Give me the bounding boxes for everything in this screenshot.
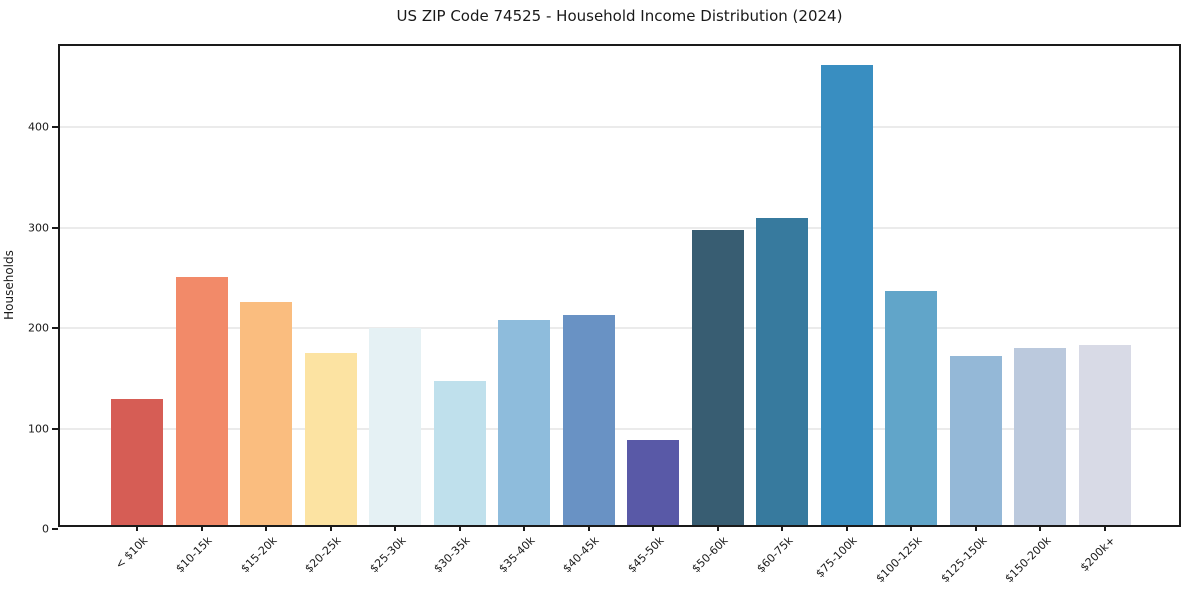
y-tick-label: 100 <box>28 422 49 436</box>
x-tick-mark <box>136 525 138 531</box>
bar <box>885 291 938 525</box>
y-tick-mark <box>52 226 58 229</box>
x-tick-label: $40-45k <box>560 534 602 576</box>
x-tick-mark <box>652 525 655 531</box>
bar <box>304 353 357 525</box>
x-tick-mark <box>523 525 526 531</box>
bar <box>691 229 744 525</box>
bar <box>175 276 228 525</box>
x-tick-mark <box>265 525 268 531</box>
x-tick-mark <box>781 525 784 531</box>
x-tick-label: < $10k <box>112 534 151 572</box>
x-tick-label: $20-25k <box>302 534 344 576</box>
y-tick-label: 300 <box>28 221 49 235</box>
x-tick-label: $25-30k <box>367 534 409 576</box>
gridline <box>60 126 1179 129</box>
x-tick-label: $30-35k <box>431 534 473 576</box>
bar <box>111 399 163 525</box>
x-tick-label: $50-60k <box>689 534 731 576</box>
gridline <box>60 427 1179 430</box>
x-tick-label: $35-40k <box>496 534 538 576</box>
bar <box>433 381 486 525</box>
y-tick-mark <box>52 427 58 430</box>
y-axis-label: Households <box>2 250 16 320</box>
bar <box>562 315 615 525</box>
x-tick-label: $60-75k <box>754 534 796 576</box>
x-tick-mark <box>1039 525 1042 531</box>
x-tick-mark <box>716 525 719 531</box>
x-tick-label: $45-50k <box>625 534 667 576</box>
gridline <box>60 226 1179 229</box>
bar <box>498 320 551 525</box>
y-tick-mark <box>52 528 58 530</box>
x-tick-mark <box>394 525 397 531</box>
x-tick-mark <box>910 525 913 531</box>
bar <box>240 302 293 525</box>
bar <box>1014 348 1067 525</box>
bar <box>949 356 1002 525</box>
y-tick-mark <box>52 126 58 129</box>
gridline <box>60 327 1179 330</box>
y-tick-label: 200 <box>28 321 49 335</box>
y-tick-label: 400 <box>28 120 49 134</box>
chart-title: US ZIP Code 74525 - Household Income Dis… <box>396 7 843 25</box>
x-tick-label: $125-150k <box>937 534 990 586</box>
x-tick-mark <box>458 525 461 531</box>
x-tick-label: $100-125k <box>873 534 925 586</box>
x-tick-mark <box>329 525 332 531</box>
x-tick-label: $150-200k <box>1002 534 1054 586</box>
x-tick-mark <box>845 525 848 531</box>
x-tick-label: $15-20k <box>237 534 280 576</box>
bar <box>369 328 422 525</box>
bar <box>627 439 680 525</box>
bar <box>756 217 809 525</box>
x-tick-label: $75-100k <box>813 534 861 581</box>
bar <box>820 65 873 525</box>
plot-area: 0 100 200 300 400 < $10k $10-15k $15-20k $20-25k… <box>28 44 1181 585</box>
x-tick-label: $200k+ <box>1078 534 1119 575</box>
x-tick-mark <box>1103 525 1106 531</box>
x-tick-mark <box>974 525 977 531</box>
y-tick-mark <box>52 327 58 330</box>
bar <box>1078 345 1131 525</box>
x-tick-mark <box>200 525 203 531</box>
x-tick-label: $10-15k <box>173 534 215 576</box>
x-tick-mark <box>587 525 590 531</box>
y-tick-label: 0 <box>42 522 49 536</box>
